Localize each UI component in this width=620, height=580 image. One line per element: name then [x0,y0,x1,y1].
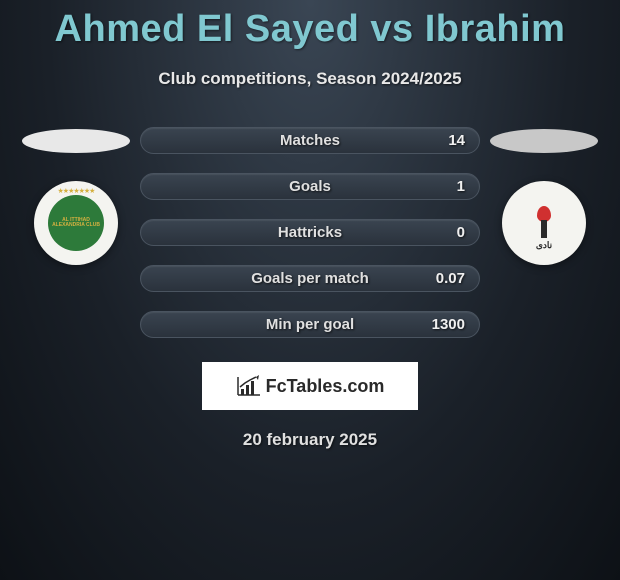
right-player-column: نادى [484,127,604,265]
stat-value-right: 14 [448,132,465,149]
stat-row: Goals 1 [140,173,480,200]
fctables-logo-text: FcTables.com [266,376,385,397]
left-player-column: ★★★★★★★ AL ITTIHAD ALEXANDRIA CLUB [16,127,136,265]
stat-row: Min per goal 1300 [140,311,480,338]
fctables-logo-box[interactable]: FcTables.com [202,362,418,410]
left-player-pill [22,129,130,153]
stat-row: Matches 14 [140,127,480,154]
right-club-badge: نادى [502,181,586,265]
right-player-pill [490,129,598,153]
comparison-title: Ahmed El Sayed vs Ibrahim [0,0,620,51]
stat-value-right: 0 [457,224,465,241]
crest-text: AL ITTIHAD ALEXANDRIA CLUB [48,218,104,229]
stat-row: Goals per match 0.07 [140,265,480,292]
left-club-badge: ★★★★★★★ AL ITTIHAD ALEXANDRIA CLUB [34,181,118,265]
comparison-date: 20 february 2025 [0,430,620,450]
crest-stars-icon: ★★★★★★★ [58,187,95,195]
stat-value-right: 1300 [432,316,465,333]
stat-label: Min per goal [141,316,479,333]
stat-row: Hattricks 0 [140,219,480,246]
stat-value-right: 1 [457,178,465,195]
stat-label: Goals per match [141,270,479,287]
stat-value-right: 0.07 [436,270,465,287]
stat-label: Matches [141,132,479,149]
comparison-subtitle: Club competitions, Season 2024/2025 [0,69,620,89]
stat-label: Goals [141,178,479,195]
main-content-row: ★★★★★★★ AL ITTIHAD ALEXANDRIA CLUB Match… [0,127,620,338]
torch-icon [535,206,553,240]
stats-table: Matches 14 Goals 1 Hattricks 0 Goals per… [136,127,484,338]
crest-arabic-text: نادى [536,240,552,251]
fctables-chart-icon [236,375,262,397]
alittihad-crest: ★★★★★★★ AL ITTIHAD ALEXANDRIA CLUB [48,195,104,251]
enppi-crest: نادى [514,193,574,253]
stat-label: Hattricks [141,224,479,241]
